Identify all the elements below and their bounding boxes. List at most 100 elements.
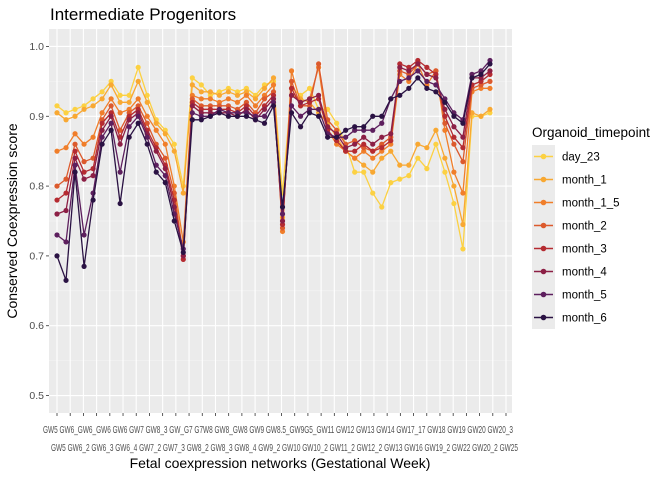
data-point-month_4	[433, 75, 439, 81]
data-point-month_6	[460, 120, 466, 126]
data-point-month_6	[334, 134, 340, 140]
data-point-month_1	[415, 141, 421, 147]
data-point-month_6	[198, 117, 204, 123]
data-point-month_1_5	[352, 155, 358, 161]
data-point-month_5	[117, 169, 123, 175]
data-point-day_23	[451, 200, 457, 207]
x-axis-title: Fetal coexpression networks (Gestational…	[130, 455, 431, 471]
data-point-month_1	[90, 103, 96, 109]
data-point-month_4	[424, 71, 430, 77]
data-point-month_6	[379, 113, 385, 119]
data-point-month_6	[279, 204, 286, 210]
legend-item-month_4: month_4	[532, 260, 607, 283]
legend-item-month_1: month_1	[532, 168, 607, 191]
data-point-month_3	[63, 190, 69, 196]
data-point-day_23	[388, 180, 394, 186]
legend-item-month_1_5: month_1_5	[532, 191, 620, 214]
data-point-month_2	[144, 120, 150, 126]
data-point-month_4	[451, 124, 457, 130]
data-point-month_5	[108, 120, 114, 126]
data-point-day_23	[306, 85, 313, 91]
data-point-month_1_5	[63, 145, 69, 151]
data-point-month_6	[478, 71, 484, 77]
data-point-month_1	[63, 117, 69, 123]
data-point-month_4	[442, 106, 448, 112]
data-point-month_6	[252, 117, 259, 123]
data-point-month_4	[370, 141, 376, 147]
data-point-month_2	[162, 155, 168, 161]
data-point-month_6	[72, 169, 78, 175]
data-point-month_1	[108, 82, 114, 88]
data-point-month_3	[72, 148, 78, 154]
data-point-day_23	[90, 96, 96, 102]
data-point-month_2	[288, 78, 295, 84]
y-tick-label: 0.5	[29, 390, 44, 402]
data-point-month_4	[126, 117, 132, 123]
data-point-month_1	[153, 120, 159, 126]
data-point-month_4	[90, 173, 96, 179]
legend-item-month_3: month_3	[532, 237, 607, 260]
data-point-month_1_5	[270, 82, 277, 88]
data-point-day_23	[54, 103, 60, 109]
data-point-month_6	[234, 113, 241, 119]
data-point-month_1_5	[99, 110, 105, 116]
data-point-month_1_5	[243, 92, 250, 98]
data-point-month_4	[325, 124, 331, 130]
data-point-month_5	[162, 173, 168, 179]
data-point-month_6	[343, 127, 349, 133]
data-point-day_23	[63, 110, 69, 116]
legend: Organoid_timepoint day_23 month_1 month_1_…	[532, 125, 650, 329]
data-point-month_3	[388, 138, 394, 144]
data-point-day_23	[361, 169, 367, 175]
legend-key-point	[540, 153, 547, 160]
data-point-month_3	[370, 148, 376, 154]
data-point-month_3	[460, 145, 466, 151]
data-point-month_1_5	[451, 169, 457, 175]
data-point-month_1_5	[225, 96, 231, 102]
data-point-month_4	[108, 113, 114, 119]
data-point-month_3	[442, 113, 448, 119]
data-point-month_6	[243, 113, 250, 119]
data-point-month_1_5	[90, 134, 96, 140]
data-point-month_5	[63, 239, 69, 245]
data-point-month_4	[406, 68, 412, 74]
legend-label: month_1	[562, 175, 607, 187]
data-point-month_6	[162, 180, 168, 186]
data-point-month_1_5	[207, 96, 213, 102]
y-tick-label: 0.8	[29, 181, 44, 193]
legend-label: month_3	[562, 244, 607, 256]
data-point-month_6	[90, 197, 96, 203]
data-point-day_23	[406, 173, 412, 179]
data-point-month_1_5	[117, 110, 123, 116]
data-point-month_1	[388, 148, 394, 154]
data-point-month_4	[162, 166, 168, 172]
data-point-month_6	[325, 134, 331, 140]
data-point-month_5	[297, 113, 304, 119]
data-point-month_2	[63, 176, 69, 182]
data-point-day_23	[424, 166, 430, 172]
data-point-month_3	[288, 85, 295, 91]
data-point-month_2	[451, 141, 457, 147]
data-point-month_6	[81, 263, 87, 269]
data-point-month_3	[379, 145, 385, 151]
legend-item-month_6: month_6	[532, 306, 607, 329]
data-point-month_1	[99, 96, 105, 102]
data-point-month_5	[54, 232, 60, 238]
data-point-month_2	[72, 141, 78, 147]
legend-item-month_2: month_2	[532, 214, 607, 237]
grid-layer	[49, 29, 512, 413]
data-point-month_6	[171, 218, 177, 224]
data-point-month_1	[442, 155, 448, 161]
data-point-month_1	[180, 190, 186, 196]
legend-key-point	[540, 268, 547, 275]
data-point-day_23	[144, 92, 150, 98]
data-point-month_4	[487, 68, 493, 74]
data-point-month_4	[81, 176, 87, 182]
data-point-month_4	[343, 145, 349, 151]
data-point-month_1	[397, 162, 403, 168]
data-point-month_1	[478, 113, 484, 119]
data-point-month_1	[433, 127, 439, 133]
data-point-month_6	[63, 277, 69, 283]
data-point-month_4	[361, 134, 367, 140]
data-point-month_2	[81, 159, 87, 165]
